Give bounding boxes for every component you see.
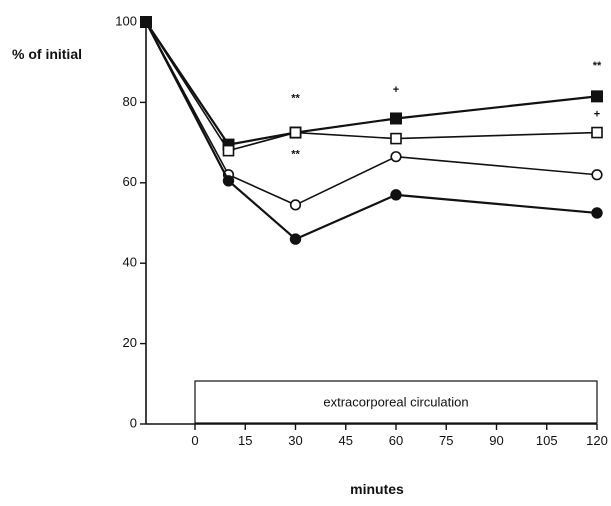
data-point-open-circle: [591, 169, 603, 181]
annotations: ** ** + ** +: [291, 60, 602, 160]
series-open-circle: [140, 16, 603, 211]
x-tick-label: 30: [288, 433, 302, 448]
circulation-band-rect: [194, 380, 598, 424]
series-line: [145, 21, 598, 241]
series-open-square: [140, 16, 603, 157]
x-tick-label: 15: [238, 433, 252, 448]
significance-marker: **: [593, 60, 602, 72]
y-tick-label: 40: [123, 255, 137, 270]
x-ticks: 0 15 30 45 60 75 90 105 120: [191, 424, 608, 448]
y-axis-title: % of initial: [12, 46, 82, 62]
x-tick-label: 120: [586, 433, 608, 448]
significance-marker: **: [291, 149, 300, 161]
data-point-filled-circle: [222, 175, 235, 187]
data-point-filled-square: [591, 90, 603, 103]
series-line: [145, 21, 598, 152]
y-tick-label: 60: [123, 174, 137, 189]
significance-marker: +: [594, 108, 600, 120]
data-point-open-square: [289, 126, 302, 139]
significance-marker: +: [393, 84, 399, 96]
y-tick-label: 20: [123, 335, 137, 350]
data-point-open-circle: [289, 199, 302, 211]
circulation-band-label: extracorporeal circulation: [323, 394, 468, 409]
x-tick-label: 105: [536, 433, 558, 448]
data-point-open-square: [591, 126, 603, 139]
data-point-filled-circle: [591, 207, 603, 219]
data-point-filled-circle: [390, 189, 402, 201]
data-point-open-square: [222, 144, 235, 157]
series-group: [140, 16, 603, 245]
x-tick-label: 45: [339, 433, 353, 448]
data-point-open-circle: [390, 151, 402, 163]
x-tick-label: 75: [439, 433, 453, 448]
significance-marker: **: [291, 92, 300, 104]
y-tick-label: 0: [130, 415, 137, 430]
series-filled-circle: [140, 16, 603, 245]
y-tick-label: 100: [115, 13, 137, 28]
x-tick-label: 60: [389, 433, 403, 448]
data-point-filled-circle: [289, 233, 302, 245]
y-ticks: 0 20 40 60 80 100: [115, 13, 146, 430]
circulation-band: extracorporeal circulation: [194, 380, 598, 424]
series-line: [145, 21, 598, 206]
series-filled-square: [140, 16, 603, 151]
axes: [145, 22, 597, 425]
data-point-filled-circle: [140, 16, 152, 28]
x-tick-label: 90: [489, 433, 503, 448]
data-point-filled-square: [390, 112, 402, 125]
data-point-open-square: [390, 132, 402, 145]
x-tick-label: 0: [191, 433, 198, 448]
y-tick-label: 80: [123, 94, 137, 109]
x-axis-title: minutes: [350, 481, 404, 497]
